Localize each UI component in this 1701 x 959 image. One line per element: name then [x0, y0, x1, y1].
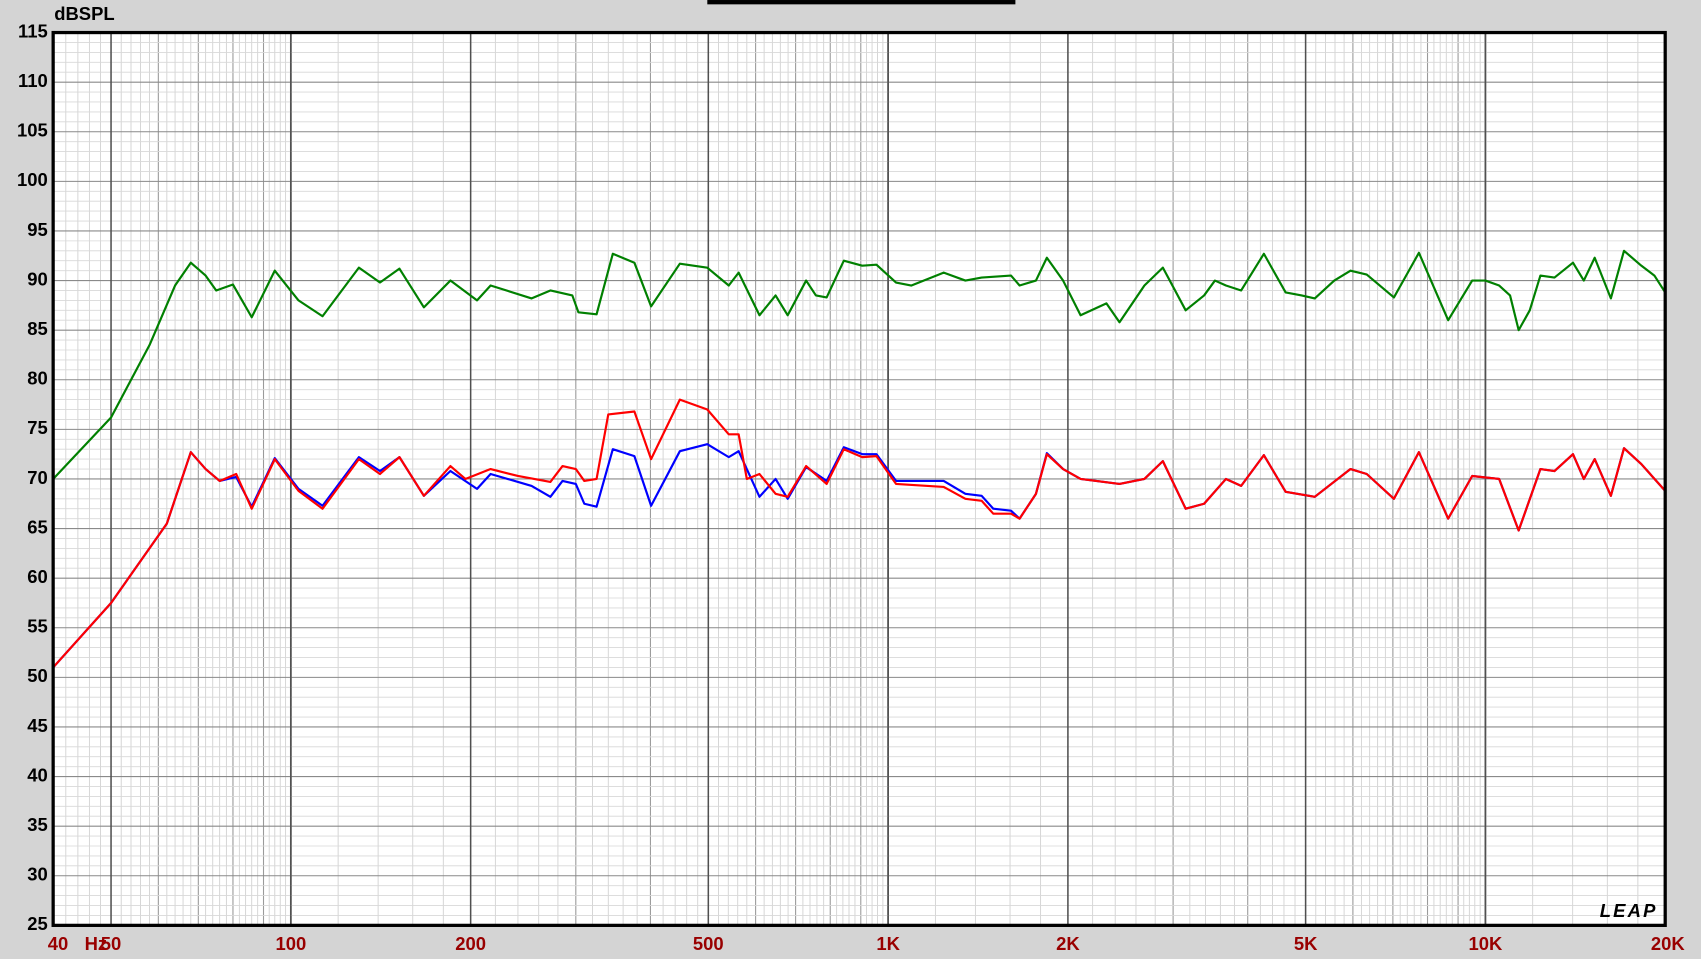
y-tick-label: 55: [27, 616, 48, 637]
y-tick-label: 110: [18, 70, 48, 91]
series-line: [52, 398, 1667, 669]
x-unit: Hz: [85, 933, 108, 954]
y-tick-label: 100: [17, 169, 48, 190]
x-tick-label: 1K: [876, 933, 900, 954]
y-tick-label: 75: [27, 417, 48, 438]
y-tick-label: 95: [27, 219, 48, 240]
y-tick-label: 115: [18, 20, 48, 41]
y-tick-label: 65: [27, 516, 48, 537]
y-tick-label: 85: [27, 318, 48, 339]
x-tick-label: 500: [693, 933, 724, 954]
y-tick-label: 40: [27, 764, 48, 785]
y-tick-label: 90: [27, 268, 48, 289]
plot-border: [51, 30, 1667, 927]
top-bar: [707, 0, 1016, 5]
y-tick-label: 105: [17, 120, 48, 141]
y-tick-label: 80: [27, 368, 48, 389]
x-tick-label: 40: [48, 933, 69, 954]
x-tick-label: 2K: [1056, 933, 1080, 954]
x-tick-label: 20K: [1651, 933, 1686, 954]
y-axis-label: dBSPL: [54, 3, 114, 24]
y-tick-label: 60: [27, 566, 48, 587]
x-tick-label: 50: [101, 933, 122, 954]
x-tick-label: 200: [455, 933, 486, 954]
logo: LEAP: [1600, 900, 1658, 921]
y-tick-label: 50: [27, 665, 48, 686]
x-tick-label: 5K: [1294, 933, 1318, 954]
lines: [52, 249, 1667, 669]
y-tick-label: 25: [27, 913, 48, 934]
x-tick-label: 10K: [1468, 933, 1503, 954]
y-tick-label: 30: [27, 864, 48, 885]
y-tick-label: 35: [27, 814, 48, 835]
y-tick-label: 45: [27, 715, 48, 736]
x-tick-label: 100: [275, 933, 306, 954]
y-tick-label: 70: [27, 467, 48, 488]
series-line: [52, 249, 1667, 480]
